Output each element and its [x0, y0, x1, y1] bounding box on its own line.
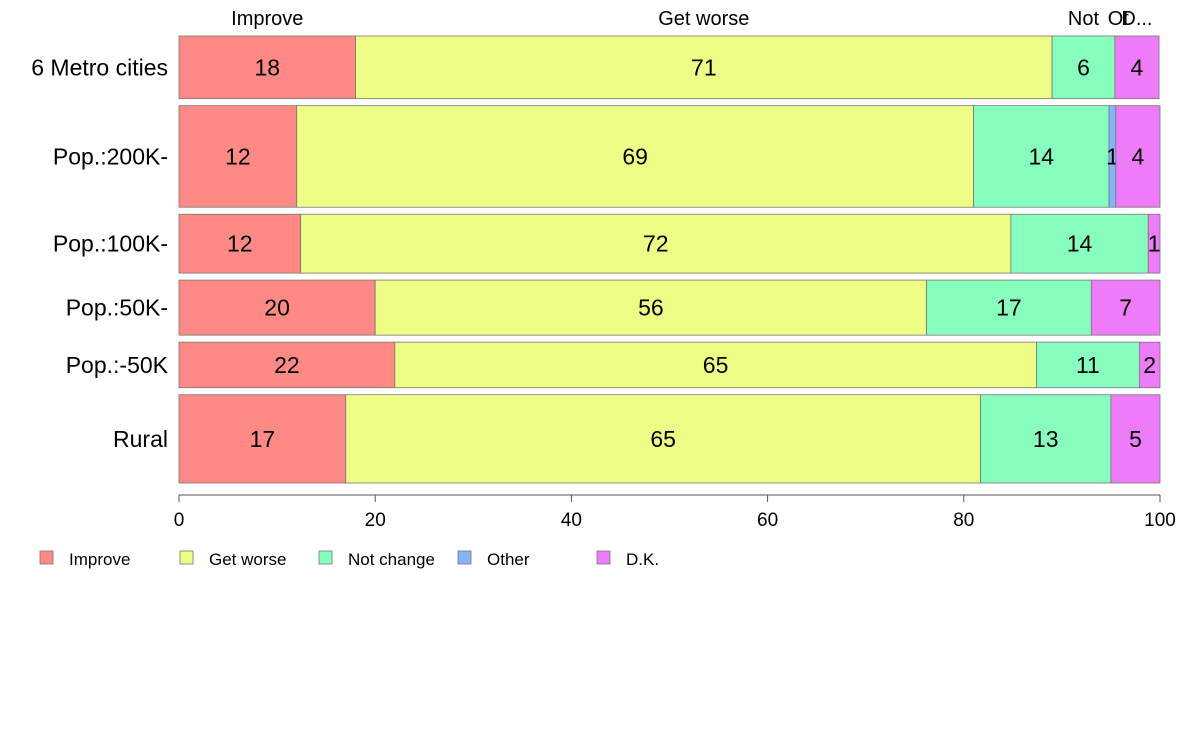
segment-value-label: 4 [1131, 54, 1144, 80]
category-label: Pop.:100K- [53, 231, 168, 257]
bar-segment-improve [178, 213, 302, 274]
segment-value-label: 56 [638, 295, 664, 321]
segment-value-label: 5 [1129, 426, 1142, 452]
segment-value-label: 71 [691, 54, 717, 80]
top-series-label: Not [1068, 8, 1100, 30]
legend-label-get-worse: Get worse [209, 550, 286, 569]
bar-segment-d-k [1114, 35, 1160, 100]
legend-label-d-k: D.K. [626, 550, 659, 569]
segment-value-label: 72 [643, 231, 669, 257]
segment-value-label: 7 [1119, 295, 1132, 321]
segment-value-label: 12 [225, 143, 251, 169]
bar-segment-get-worse [394, 341, 1037, 389]
category-label: Pop.:200K- [53, 143, 168, 169]
x-tick-label: 0 [174, 510, 185, 531]
x-axis: 0 20 40 60 80 100 [174, 494, 1176, 531]
segment-value-label: 12 [227, 231, 253, 257]
legend-label-other: Other [487, 550, 530, 569]
category-label: Pop.:50K- [66, 295, 168, 321]
segment-value-label: 2 [1143, 352, 1156, 378]
bar-segment-improve [178, 35, 356, 100]
segment-value-label: 65 [703, 352, 729, 378]
top-series-label: Ot [1108, 8, 1130, 30]
bar-segment-not-change [1051, 35, 1116, 100]
x-tick-label: 40 [561, 510, 582, 531]
category-label: 6 Metro cities [31, 54, 168, 80]
x-tick-label: 20 [365, 510, 386, 531]
category-label: Pop.:-50K [66, 352, 169, 378]
bar-segment-not-change [1035, 341, 1140, 389]
bar-segment-d-k [1115, 105, 1161, 208]
bar-segment-not-change [1010, 213, 1149, 274]
bars-group: 18 71 6 412 69 14 1 412 72 14 120 56 17 722 65 11 217 65 1… [178, 35, 1161, 484]
legend-label-not-change: Not change [348, 550, 435, 569]
legend: Improve Get worse Not change Other D.K. [39, 550, 659, 569]
bar-segment-get-worse [374, 279, 927, 336]
bar-segment-improve [178, 105, 298, 208]
segment-value-label: 17 [250, 426, 276, 452]
bar-segment-improve [178, 394, 347, 484]
segment-value-label: 13 [1033, 426, 1059, 452]
bar-segment-get-worse [355, 35, 1053, 100]
legend-swatch-other [457, 550, 472, 565]
legend-swatch-not-change [318, 550, 333, 565]
x-tick-label: 100 [1144, 510, 1176, 531]
legend-label-improve: Improve [69, 550, 130, 569]
legend-swatch-d-k [596, 550, 611, 565]
segment-value-label: 6 [1077, 54, 1090, 80]
segment-value-label: 22 [274, 352, 300, 378]
x-tick-label: 80 [953, 510, 974, 531]
bar-segment-get-worse [300, 213, 1012, 274]
bar-segment-get-worse [296, 105, 975, 208]
top-series-label: Get worse [658, 8, 749, 30]
category-label: Rural [113, 426, 168, 452]
bar-segment-not-change [926, 279, 1092, 336]
segment-value-label: 11 [1076, 352, 1100, 378]
segment-value-label: 69 [622, 143, 648, 169]
segment-value-label: 4 [1132, 143, 1145, 169]
bar-segment-d-k [1147, 213, 1161, 274]
top-series-labels: Improve Get worse Not OtD... [231, 8, 1152, 30]
segment-value-label: 65 [650, 426, 676, 452]
bar-segment-not-change [973, 105, 1110, 208]
segment-value-label: 20 [264, 295, 290, 321]
bar-segment-d-k [1138, 341, 1161, 389]
segment-value-label: 14 [1029, 143, 1055, 169]
bar-segment-d-k [1110, 394, 1161, 484]
bar-segment-get-worse [345, 394, 981, 484]
segment-value-label: 17 [996, 295, 1022, 321]
segment-value-label: 18 [254, 54, 280, 80]
bar-segment-not-change [980, 394, 1112, 484]
top-series-label: D... [1121, 8, 1152, 30]
x-tick-label: 60 [757, 510, 778, 531]
legend-swatch-improve [39, 550, 54, 565]
legend-swatch-get-worse [179, 550, 194, 565]
top-series-label: Improve [231, 8, 303, 30]
bar-segment-improve [178, 341, 396, 389]
segment-value-label: 14 [1067, 231, 1093, 257]
category-labels: 6 Metro cities Pop.:200K- Pop.:100K- Pop.:5… [31, 54, 168, 452]
segment-value-label: 1 [1148, 231, 1161, 257]
bar-segment-d-k [1090, 279, 1161, 336]
